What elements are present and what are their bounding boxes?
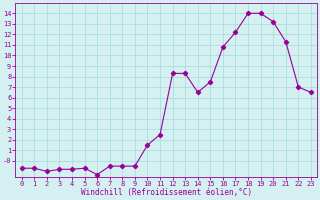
X-axis label: Windchill (Refroidissement éolien,°C): Windchill (Refroidissement éolien,°C) [81, 188, 252, 197]
